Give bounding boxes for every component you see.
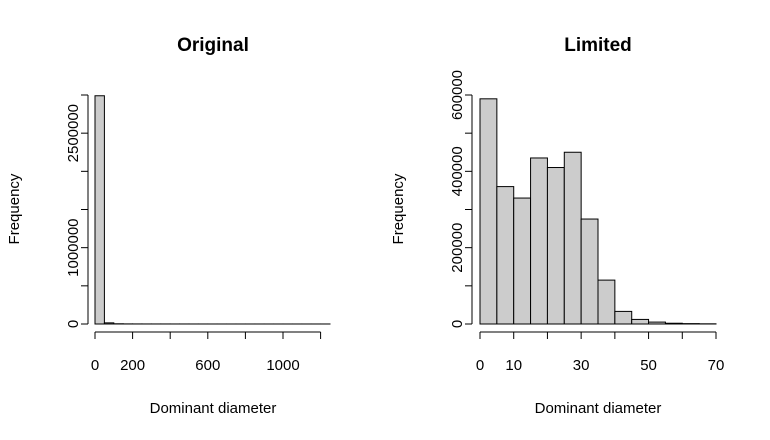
histogram-bar xyxy=(563,151,582,325)
x-tick-label: 200 xyxy=(120,357,145,374)
x-tick-label: 10 xyxy=(505,357,522,374)
histogram-bar xyxy=(631,318,650,325)
histogram-bar xyxy=(530,157,548,325)
histogram-bar xyxy=(614,310,633,325)
chart-title: Limited xyxy=(564,35,632,56)
y-tick-label: 200000 xyxy=(449,223,466,273)
y-tick-label: 400000 xyxy=(449,146,466,196)
histogram-bar xyxy=(580,218,599,325)
y-axis: 0 1000000 2500000 xyxy=(65,94,89,328)
x-tick-label: 600 xyxy=(195,357,220,374)
x-axis-label: Dominant diameter xyxy=(535,400,662,417)
y-tick-label: 1000000 xyxy=(65,218,82,276)
x-tick-label: 50 xyxy=(640,357,657,374)
histogram-bar xyxy=(664,322,683,325)
histogram-bar xyxy=(103,322,115,325)
y-axis-label: Frequency xyxy=(390,173,407,244)
bars xyxy=(94,95,331,325)
histogram-bar xyxy=(597,279,616,325)
x-tick-label: 0 xyxy=(91,357,99,374)
x-axis: 0 10 30 50 70 xyxy=(476,331,725,374)
y-tick-label: 0 xyxy=(65,320,82,328)
histogram-bar xyxy=(546,167,565,325)
bars xyxy=(479,98,717,325)
x-tick-label: 1000 xyxy=(266,357,299,374)
y-tick-label: 600000 xyxy=(449,70,466,120)
y-axis-label: Frequency xyxy=(6,173,23,244)
histogram-bar xyxy=(648,321,666,325)
y-tick-label: 0 xyxy=(449,320,466,328)
histogram-bar xyxy=(513,197,532,325)
x-tick-label: 70 xyxy=(708,357,725,374)
histogram-bar xyxy=(496,186,515,325)
x-tick-label: 30 xyxy=(573,357,590,374)
y-tick-label: 2500000 xyxy=(65,104,82,162)
x-axis-label: Dominant diameter xyxy=(150,400,277,417)
x-tick-label: 0 xyxy=(476,357,484,374)
histogram-bar xyxy=(94,95,105,325)
chart-title: Original xyxy=(177,35,249,56)
y-axis: 0 200000 400000 600000 xyxy=(449,70,473,328)
x-axis: 0 200 600 1000 xyxy=(91,331,322,374)
panel-limited: Limited Dominant diameter Frequency 0 10 3… xyxy=(390,35,724,417)
panel-original: Original Dominant diameter Frequency 0 20… xyxy=(6,35,331,417)
histogram-bar xyxy=(479,98,498,325)
